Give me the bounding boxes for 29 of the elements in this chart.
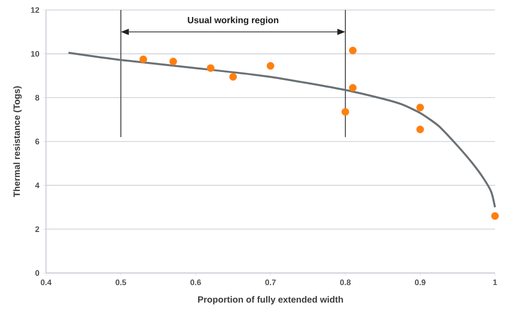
point (169, 58, 178, 66)
y-tick-label: 8 (35, 94, 40, 100)
point (416, 104, 424, 112)
point (266, 62, 274, 70)
y-tick-label: 2 (35, 226, 40, 232)
x-tick-label: 0.9 (414, 280, 426, 286)
y-axis-title: Thermal resistance (Togs) (13, 86, 22, 198)
y-tick-label: 4 (35, 182, 40, 188)
point (229, 73, 237, 81)
annotation: Usual working region (188, 16, 278, 26)
x-axis-title: Proportion of fully extended width (198, 296, 343, 304)
point (139, 56, 148, 64)
point (416, 126, 424, 134)
x-tick-label: 1 (493, 280, 497, 286)
y-tick-label: 12 (31, 7, 40, 13)
x-tick-label: 0.8 (340, 280, 351, 286)
point (342, 108, 350, 116)
y-tick-label: 0 (35, 270, 40, 276)
y-tick-label: 10 (31, 50, 40, 57)
point (491, 212, 499, 220)
x-tick-label: 0.4 (40, 280, 52, 286)
point (206, 64, 214, 72)
x-tick-label: 0.7 (265, 280, 276, 286)
point (349, 84, 357, 92)
x-tick-label: 0.6 (190, 280, 201, 286)
x-tick-label: 0.5 (116, 280, 126, 286)
y-tick-label: 6 (35, 138, 40, 144)
point (349, 46, 357, 54)
line-series (67, 52, 496, 208)
